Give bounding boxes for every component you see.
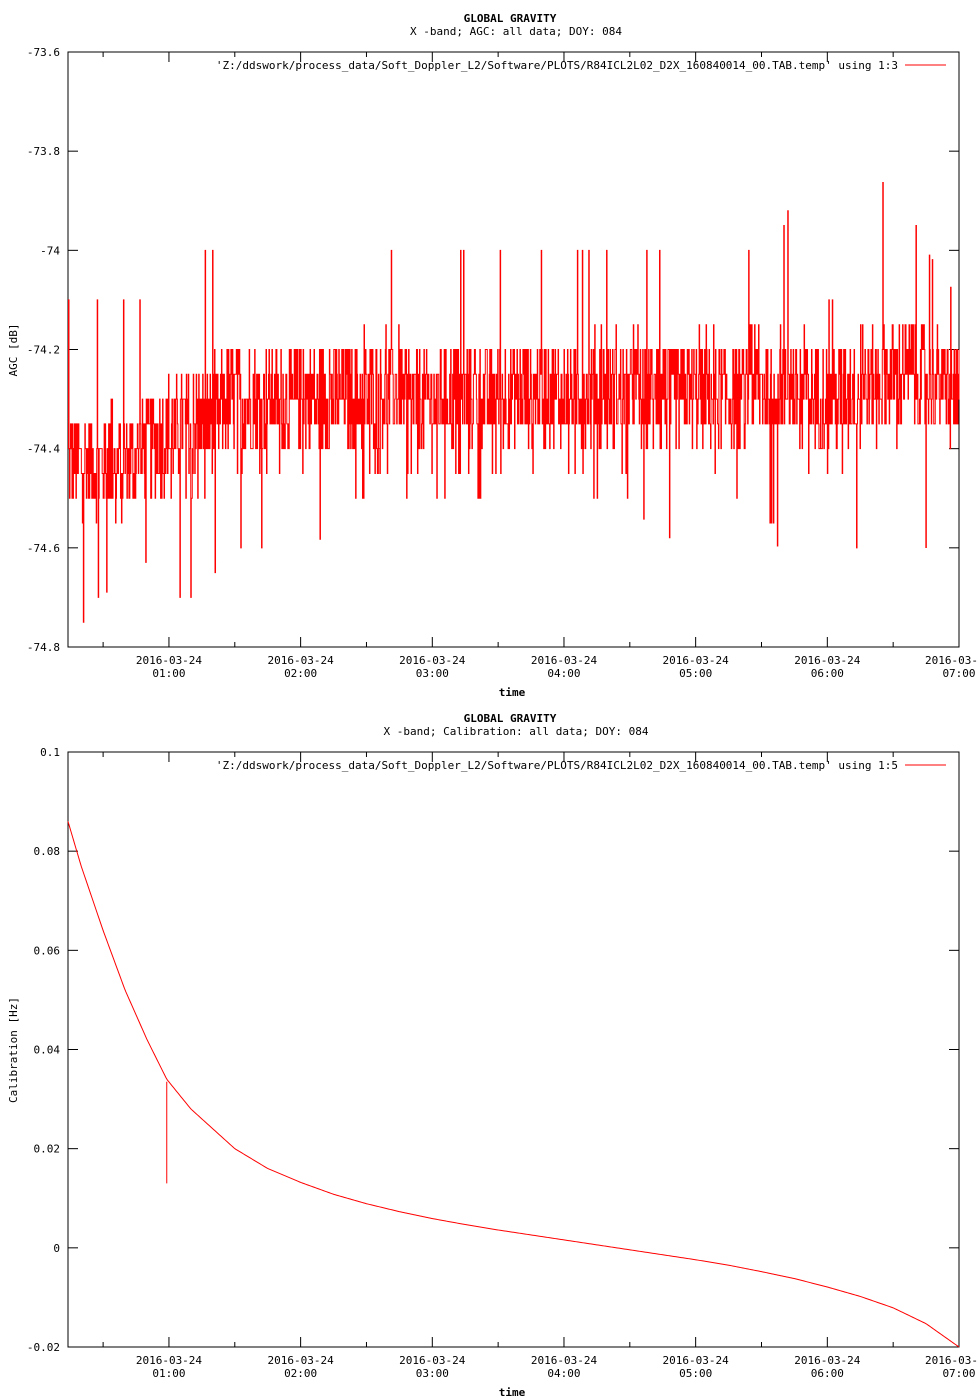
calibration-chart: GLOBAL GRAVITY X -band; Calibration: all… [7,712,978,1399]
series-group [68,181,960,623]
x-tick-time: 01:00 [152,1367,185,1380]
y-tick-label: -74.6 [27,542,60,555]
x-tick-time: 04:00 [547,1367,580,1380]
x-tick-time: 02:00 [284,1367,317,1380]
chart-subtitle: X -band; AGC: all data; DOY: 084 [410,25,622,38]
x-tick-date: 2016-03-24 [531,1354,598,1367]
y-tick-label: -0.02 [27,1341,60,1354]
y-tick-label: -73.8 [27,145,60,158]
x-tick-time: 02:00 [284,667,317,680]
x-tick-date: 2016-03-24 [399,654,466,667]
y-tick-labels: -73.6 -73.8 -74 -74.2 -74.4 -74.6 -74.8 [27,46,60,654]
x-tick-date: 2016-03-24 [136,654,203,667]
x-tick-date: 2016-03-24 [268,654,335,667]
y-tick-label: -73.6 [27,46,60,59]
x-tick-date: 2016-03- [925,1354,978,1367]
y-tick-label: 0.02 [34,1143,61,1156]
y-axis-label: Calibration [Hz] [7,997,20,1103]
x-axis-label: time [499,1386,526,1399]
x-tick-time: 04:00 [547,667,580,680]
x-tick-date: 2016-03-24 [663,654,730,667]
x-tick-time: 07:00 [942,1367,975,1380]
legend-label: 'Z:/ddswork/process_data/Soft_Doppler_L2… [216,759,898,772]
x-tick-date: 2016-03-24 [794,1354,861,1367]
chart-title: GLOBAL GRAVITY [464,712,557,725]
y-tick-label: -74.2 [27,344,60,357]
x-tick-time: 03:00 [416,1367,449,1380]
x-tick-date: 2016-03-24 [136,1354,203,1367]
x-tick-labels: 2016-03-2401:002016-03-2402:002016-03-24… [136,654,978,680]
legend-label: 'Z:/ddswork/process_data/Soft_Doppler_L2… [216,59,898,72]
x-tick-date: 2016-03-24 [268,1354,335,1367]
y-tick-label: 0.04 [34,1044,61,1057]
x-tick-time: 06:00 [811,1367,844,1380]
x-tick-date: 2016-03-24 [399,1354,466,1367]
x-axis-label: time [499,686,526,699]
x-tick-date: 2016-03-24 [663,1354,730,1367]
x-tick-labels: 2016-03-2401:002016-03-2402:002016-03-24… [136,1354,978,1380]
x-tick-time: 03:00 [416,667,449,680]
agc-chart: GLOBAL GRAVITY X -band; AGC: all data; D… [7,12,978,699]
y-tick-label: 0.08 [34,845,61,858]
chart-subtitle: X -band; Calibration: all data; DOY: 084 [384,725,649,738]
series-line [67,821,960,1348]
y-axis-label: AGC [dB] [7,324,20,377]
axis-ticks [68,751,960,1348]
x-tick-date: 2016-03-24 [531,654,598,667]
y-tick-label: -74.4 [27,443,60,456]
y-tick-label: 0.1 [40,746,60,759]
x-tick-time: 06:00 [811,667,844,680]
series-group [67,821,960,1348]
x-tick-time: 05:00 [679,667,712,680]
y-tick-label: -74.8 [27,641,60,654]
x-tick-date: 2016-03-24 [794,654,861,667]
x-tick-time: 01:00 [152,667,185,680]
y-tick-labels: 0.1 0.08 0.06 0.04 0.02 0 -0.02 [27,746,60,1354]
y-tick-label: 0 [53,1242,60,1255]
x-tick-time: 05:00 [679,1367,712,1380]
axis-ticks [68,51,960,648]
series-line [68,181,960,623]
x-tick-date: 2016-03- [925,654,978,667]
x-tick-time: 07:00 [942,667,975,680]
chart-title: GLOBAL GRAVITY [464,12,557,25]
y-tick-label: 0.06 [34,944,61,957]
y-tick-label: -74 [40,244,60,257]
